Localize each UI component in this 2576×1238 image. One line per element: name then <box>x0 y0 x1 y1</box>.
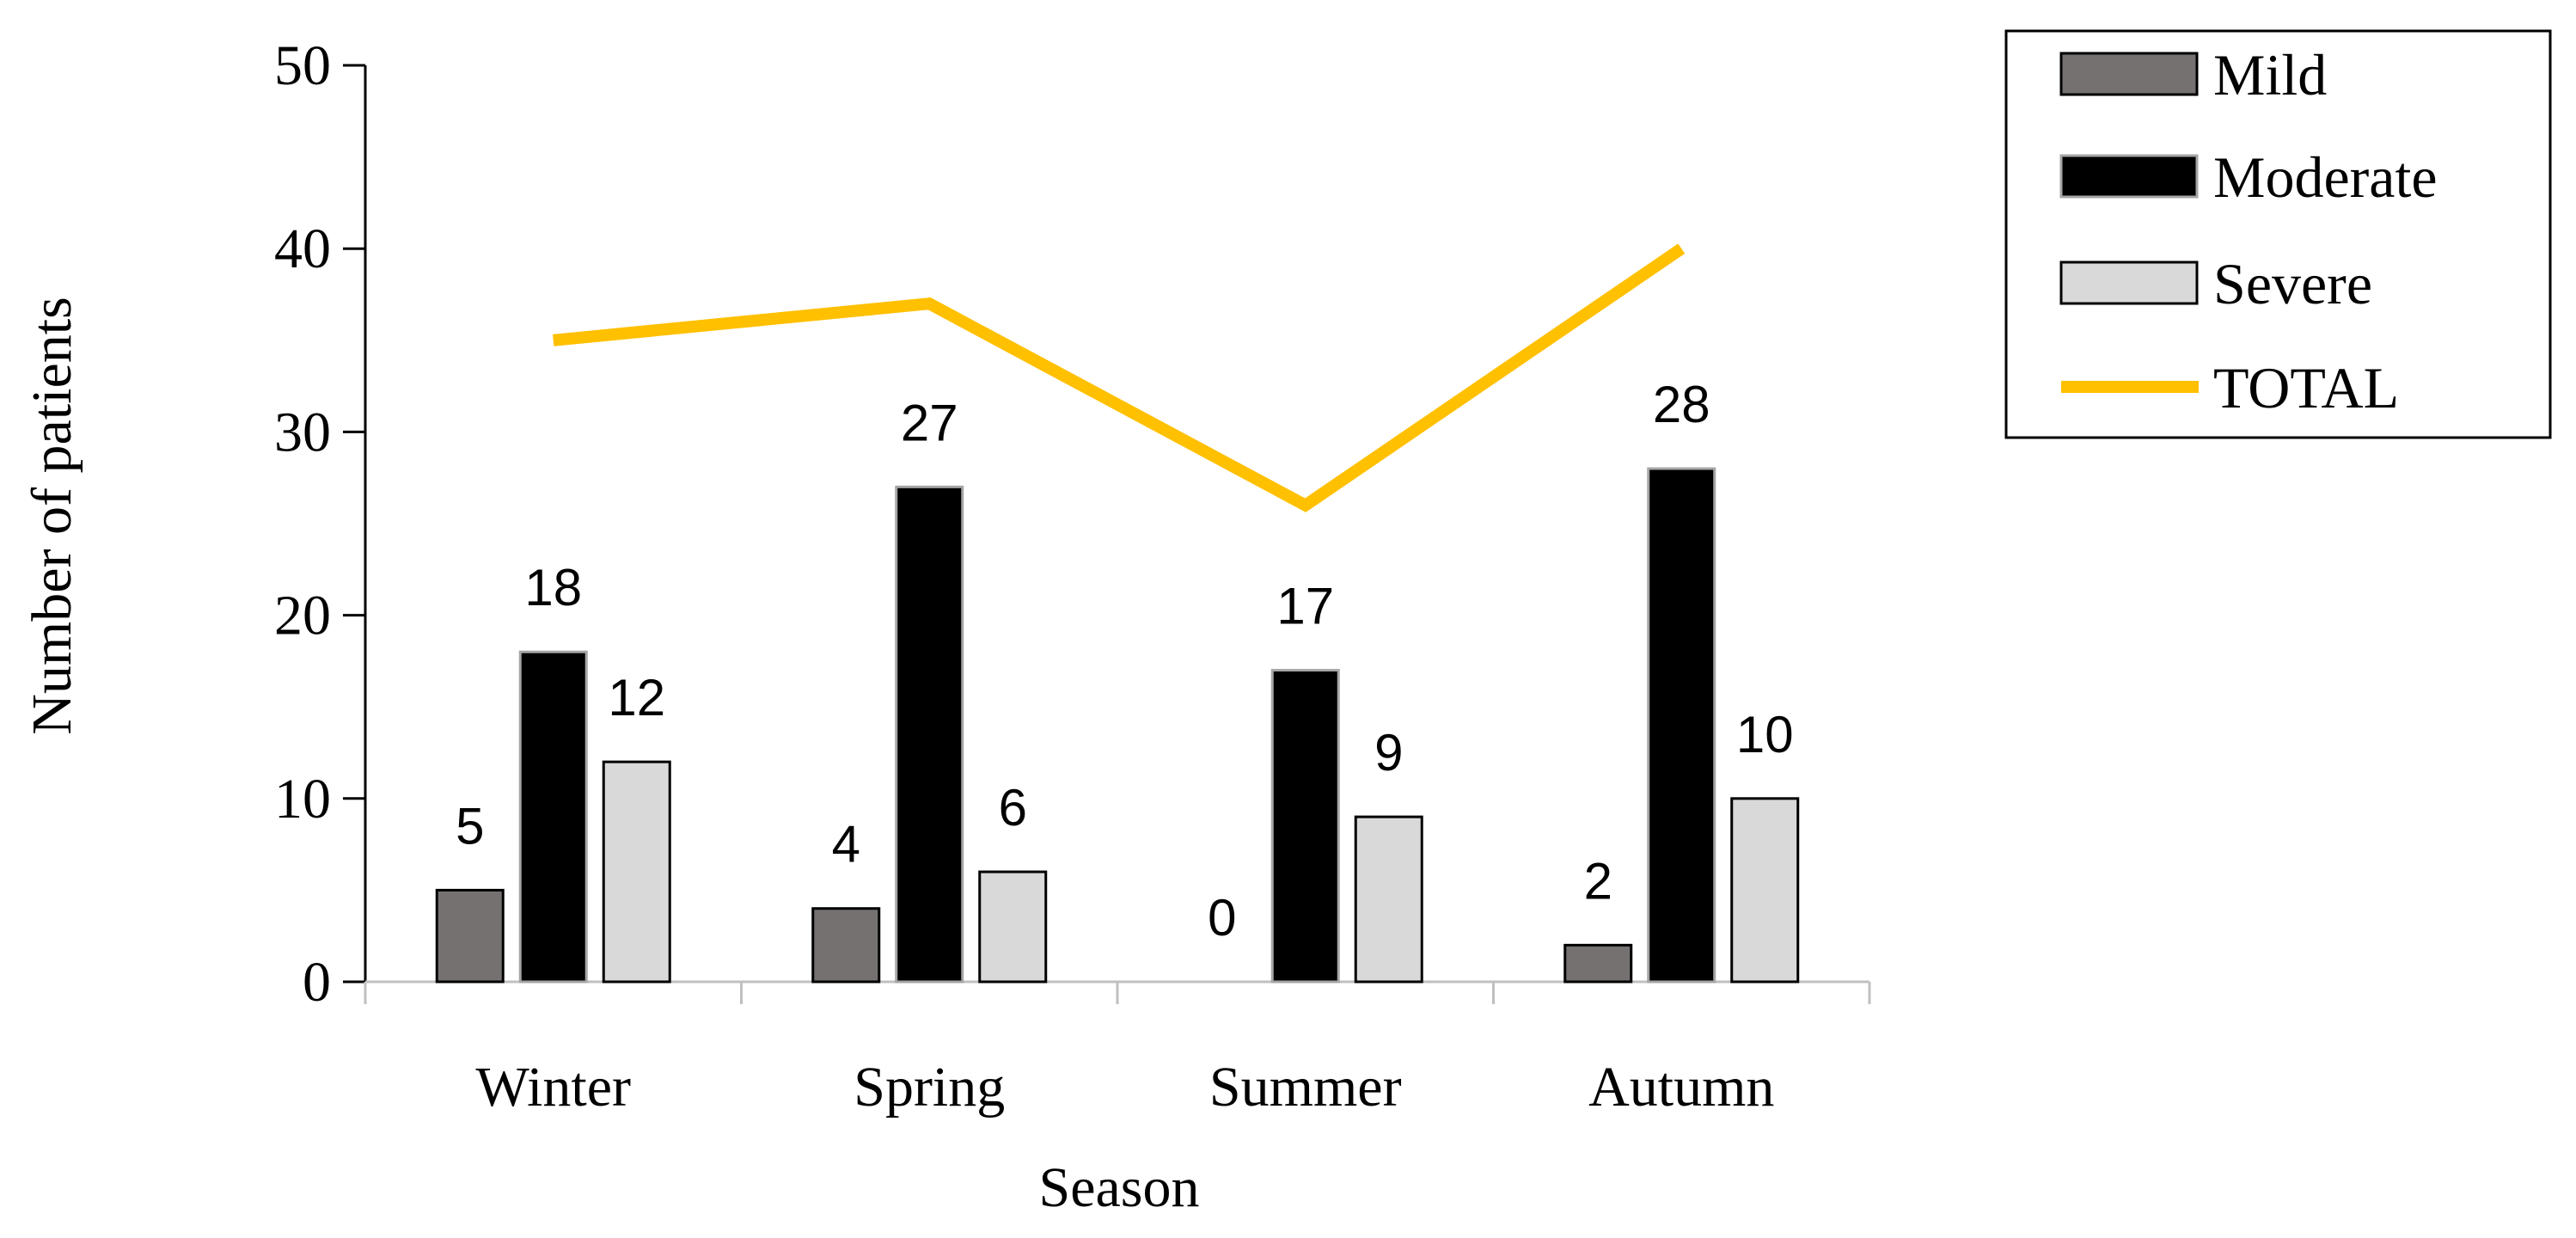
data-label-severe-summer: 9 <box>1374 724 1403 781</box>
legend-box <box>2004 29 2552 439</box>
total-point-summer <box>1305 505 1306 506</box>
legend-swatch-severe <box>2059 260 2199 305</box>
y-axis-title: Number of patients <box>21 297 83 735</box>
bar-labels: 5 4 0 2 18 27 17 28 12 6 9 10 <box>456 376 1794 947</box>
legend-label-mild: Mild <box>2213 42 2327 107</box>
bars <box>435 467 1800 984</box>
x-axis: Winter Spring Summer Autumn <box>364 980 1871 1118</box>
bar-severe-summer <box>1354 815 1423 984</box>
y-tick-label-2: 20 <box>274 585 331 647</box>
total-point-spring <box>928 303 930 304</box>
legend: Mild Moderate Severe TOTAL <box>2004 29 2552 439</box>
bar-mild-winter <box>435 888 505 984</box>
bar-mild-spring <box>811 907 881 984</box>
data-label-moderate-autumn: 28 <box>1653 376 1710 433</box>
bar-severe-winter <box>602 760 671 984</box>
bar-severe-autumn <box>1730 797 1800 984</box>
x-tick-label-spring: Spring <box>854 1056 1005 1118</box>
total-line <box>553 243 1686 512</box>
legend-label-total: TOTAL <box>2213 355 2399 420</box>
y-tick-label-3: 30 <box>274 401 331 463</box>
data-label-mild-summer: 0 <box>1208 889 1236 947</box>
bar-severe-spring <box>978 870 1048 984</box>
data-label-severe-spring: 6 <box>999 779 1027 837</box>
legend-label-severe: Severe <box>2213 251 2372 316</box>
bar-mild-autumn <box>1563 943 1633 984</box>
data-label-mild-winter: 5 <box>456 797 484 855</box>
data-label-mild-autumn: 2 <box>1584 852 1612 910</box>
x-tick-label-winter: Winter <box>475 1056 631 1118</box>
data-label-moderate-winter: 18 <box>524 559 582 616</box>
bar-moderate-winter <box>518 650 588 984</box>
total-line-path <box>553 243 1686 512</box>
total-point-autumn <box>1680 248 1682 249</box>
y-tick-label-1: 10 <box>274 768 331 830</box>
x-axis-title: Season <box>1039 1156 1200 1219</box>
data-label-moderate-spring: 27 <box>901 394 958 451</box>
y-tick-label-5: 50 <box>274 34 331 97</box>
y-axis: 0 10 20 30 40 50 <box>274 34 367 1014</box>
data-label-severe-autumn: 10 <box>1736 706 1794 763</box>
x-tick-label-autumn: Autumn <box>1588 1056 1774 1118</box>
bar-moderate-summer <box>1270 669 1340 984</box>
bar-moderate-autumn <box>1647 467 1716 984</box>
x-tick-label-summer: Summer <box>1209 1056 1402 1118</box>
data-label-mild-spring: 4 <box>832 816 860 873</box>
legend-swatch-mild <box>2059 52 2199 96</box>
bar-moderate-spring <box>895 485 964 984</box>
legend-swatch-moderate <box>2059 154 2199 199</box>
legend-label-moderate: Moderate <box>2213 144 2438 210</box>
y-tick-label-0: 0 <box>303 951 331 1014</box>
data-label-severe-winter: 12 <box>608 669 665 726</box>
y-tick-label-4: 40 <box>274 218 331 280</box>
data-label-moderate-summer: 17 <box>1276 578 1334 635</box>
